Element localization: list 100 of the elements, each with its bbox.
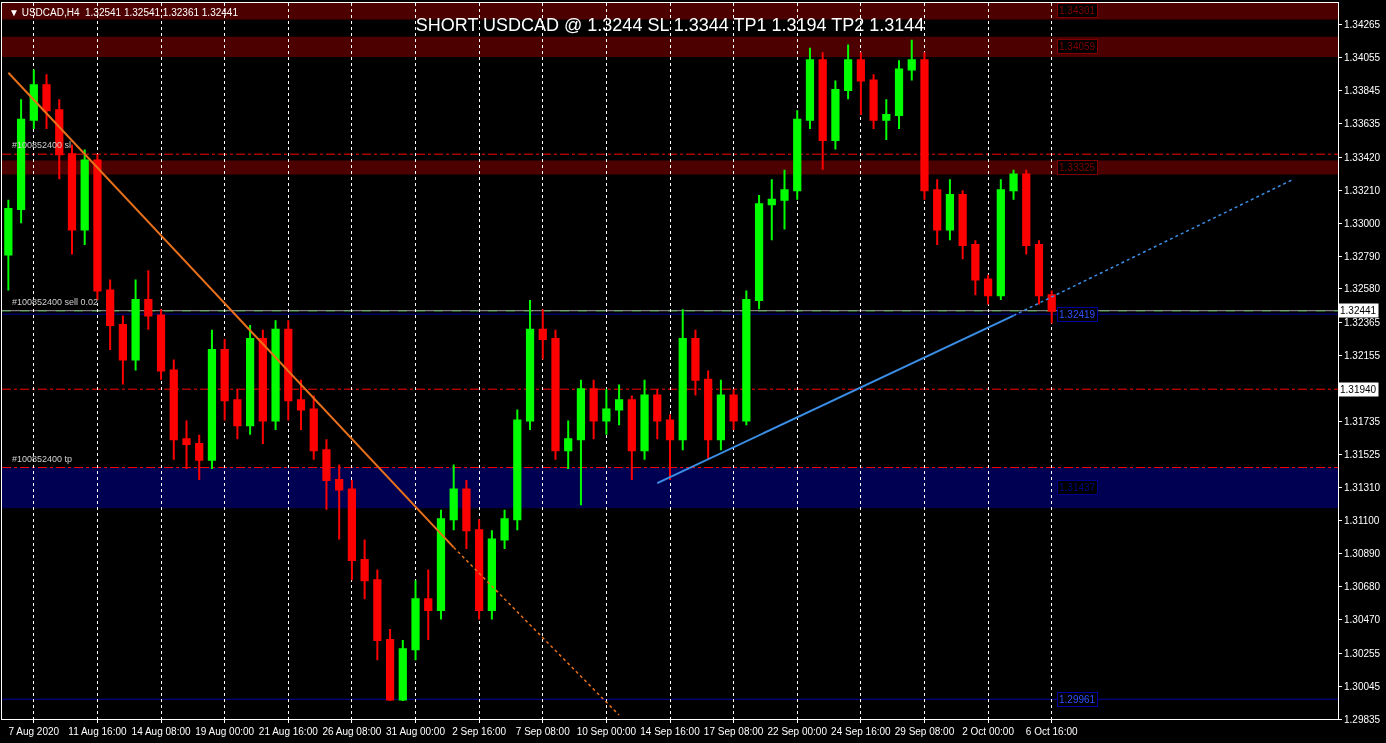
y-tick-label: 1.30890 bbox=[1344, 548, 1381, 560]
candlestick bbox=[614, 383, 624, 427]
candlestick bbox=[602, 388, 611, 436]
y-tick-label: 1.31735 bbox=[1344, 415, 1381, 427]
y-tick-label: 1.34265 bbox=[1344, 19, 1381, 31]
candlestick bbox=[933, 178, 942, 247]
candlestick bbox=[525, 298, 535, 431]
candlestick bbox=[449, 463, 458, 532]
candlestick bbox=[576, 378, 586, 507]
y-tick-label: 1.31100 bbox=[1344, 515, 1380, 527]
x-tick-label: 14 Sep 16:00 bbox=[640, 726, 701, 737]
y-tick-label: 1.34055 bbox=[1344, 52, 1381, 64]
candlestick bbox=[42, 73, 51, 131]
candlestick bbox=[487, 529, 496, 621]
candlestick bbox=[156, 308, 166, 381]
y-tick-label: 1.30255 bbox=[1344, 647, 1381, 659]
candlestick bbox=[385, 627, 395, 702]
x-tick-label: 21 Aug 16:00 bbox=[258, 726, 319, 737]
candlestick bbox=[29, 68, 38, 131]
candlestick bbox=[831, 79, 840, 151]
y-tick-label: 1.33000 bbox=[1344, 217, 1381, 229]
x-tick-label: 31 Aug 00:00 bbox=[386, 726, 446, 737]
candlestick bbox=[373, 568, 382, 662]
candlestick bbox=[920, 51, 929, 201]
x-tick-label: 11 Aug 16:00 bbox=[68, 726, 127, 737]
text: SHORT USDCAD @ 1.3244 SL 1.3344 TP1 1.3194 TP2 1.3144 bbox=[415, 15, 925, 36]
annotation: ▼ USDCAD,H4 1.32541 1.32541 1.32361 1.32441 bbox=[9, 7, 239, 18]
y-tick-label: 1.32790 bbox=[1344, 250, 1381, 262]
candlestick bbox=[462, 479, 471, 551]
annotation: 1.31940 bbox=[1340, 384, 1377, 395]
x-tick-label: 29 Sep 08:00 bbox=[894, 726, 955, 737]
y-tick-label: 1.33210 bbox=[1344, 184, 1381, 196]
candlestick bbox=[742, 289, 751, 427]
candlestick bbox=[106, 278, 115, 352]
candlestick bbox=[844, 43, 853, 101]
ref-line-label: 1.29961 bbox=[1059, 694, 1096, 705]
x-tick-label: 7 Sep 08:00 bbox=[515, 726, 571, 737]
candlestick bbox=[793, 109, 802, 201]
candlestick bbox=[118, 314, 127, 386]
candlestick bbox=[1022, 168, 1031, 256]
band-label: 1.34059 bbox=[1059, 41, 1096, 52]
x-tick-label: 22 Sep 00:00 bbox=[767, 726, 828, 737]
candlestick bbox=[716, 378, 726, 452]
y-tick-label: 1.33420 bbox=[1344, 151, 1381, 163]
y-tick-label: 1.32155 bbox=[1344, 350, 1381, 362]
candlestick bbox=[1034, 239, 1044, 306]
band-label: 1.31437 bbox=[1059, 482, 1096, 493]
candlestick bbox=[475, 518, 484, 621]
candlestick bbox=[996, 178, 1005, 301]
candlestick bbox=[983, 273, 993, 306]
x-tick-label: 7 Aug 2020 bbox=[8, 726, 60, 737]
x-tick-label: 2 Sep 16:00 bbox=[452, 726, 507, 737]
candlestick bbox=[958, 189, 967, 261]
candlestick bbox=[678, 308, 687, 452]
candlestick bbox=[144, 269, 153, 331]
candlestick bbox=[347, 479, 357, 582]
candlestick bbox=[805, 46, 815, 131]
y-tick-label: 1.30045 bbox=[1344, 680, 1381, 692]
candlestick bbox=[271, 319, 280, 431]
candlestick bbox=[767, 178, 776, 242]
x-tick-label: 26 Aug 08:00 bbox=[322, 726, 382, 737]
candlestick bbox=[780, 168, 789, 231]
candlestick bbox=[1009, 168, 1018, 201]
candlestick bbox=[971, 239, 980, 297]
candlestick bbox=[411, 579, 420, 662]
x-tick-label: 17 Sep 08:00 bbox=[703, 726, 764, 737]
band-label: 1.34301 bbox=[1059, 5, 1096, 16]
candlestick bbox=[513, 408, 522, 532]
candlestick bbox=[907, 38, 916, 82]
candlestick bbox=[500, 508, 509, 551]
candlestick bbox=[207, 328, 217, 471]
x-tick-label: 2 Oct 00:00 bbox=[962, 726, 1015, 737]
x-tick-label: 6 Oct 16:00 bbox=[1025, 726, 1078, 737]
candlestick bbox=[754, 193, 764, 311]
candlestick bbox=[309, 394, 318, 461]
candlestick bbox=[424, 568, 433, 641]
candlestick bbox=[894, 59, 904, 131]
y-tick-label: 1.32580 bbox=[1344, 283, 1381, 295]
y-tick-label: 1.29835 bbox=[1344, 713, 1381, 725]
candlestick bbox=[398, 638, 407, 702]
candlestick bbox=[856, 51, 865, 117]
candlestick bbox=[360, 538, 369, 601]
y-tick-label: 1.30680 bbox=[1344, 581, 1381, 593]
candlestick bbox=[882, 98, 891, 142]
candlestick bbox=[80, 148, 89, 247]
annotation: 1.32441 bbox=[1340, 305, 1377, 316]
ref-line-label: #100852400 tp bbox=[12, 454, 73, 464]
band-label: 1.33325 bbox=[1059, 162, 1096, 173]
candlestick bbox=[246, 323, 255, 436]
candlestick bbox=[4, 198, 13, 292]
candlestick bbox=[538, 308, 547, 361]
candlestick bbox=[1047, 289, 1056, 325]
y-tick-label: 1.33635 bbox=[1344, 118, 1381, 130]
candlestick bbox=[436, 508, 446, 621]
candlestick bbox=[640, 378, 649, 461]
x-tick-label: 24 Sep 16:00 bbox=[831, 726, 892, 737]
y-tick-label: 1.30470 bbox=[1344, 614, 1381, 626]
candlestick bbox=[131, 278, 140, 372]
y-tick-label: 1.32365 bbox=[1344, 317, 1381, 329]
x-tick-label: 14 Aug 08:00 bbox=[131, 726, 191, 737]
